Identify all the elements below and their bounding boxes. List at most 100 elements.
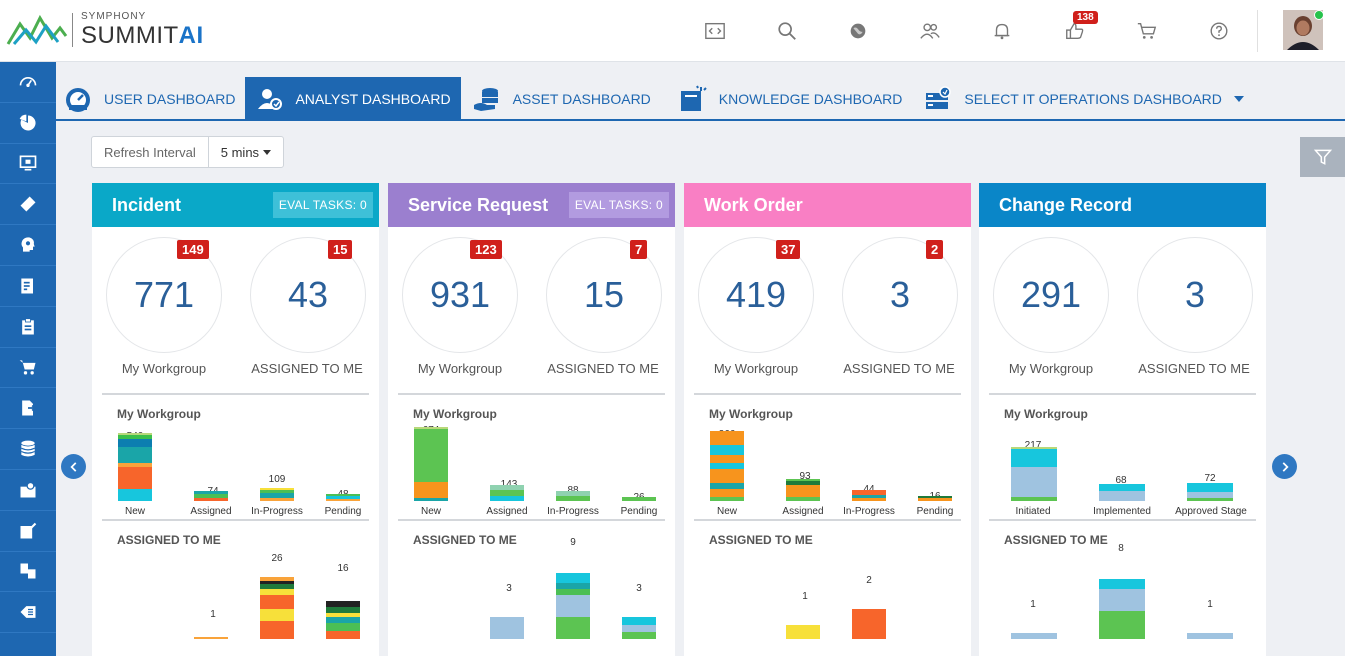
scroll-left-button[interactable] [61,454,86,479]
bell-icon[interactable] [989,18,1015,44]
chart-bar[interactable] [1099,579,1145,639]
chart-bar[interactable] [852,490,886,501]
sidebar-item-problem[interactable] [0,225,56,266]
dashboard-icon [19,76,37,87]
chart-bar[interactable] [194,637,228,639]
chart-bar[interactable] [326,601,360,639]
chart-bar[interactable] [556,491,590,501]
workgroup-count-circle[interactable]: 931 [402,237,518,353]
assigned-count-circle[interactable]: 3 [1137,237,1253,353]
assigned-bar-chart: 1 26 16 [102,549,369,639]
chart-bar[interactable] [786,625,820,639]
chart-bar[interactable] [1011,633,1057,639]
brand-logo[interactable]: SYMPHONY SUMMITAI [6,10,204,50]
tab-it-operations-dashboard[interactable]: SELECT IT OPERATIONS DASHBOARD [914,77,1254,120]
sidebar-item-dashboard[interactable] [0,62,56,103]
workgroup-count-circle[interactable]: 419 [698,237,814,353]
search-icon[interactable] [774,18,800,44]
assigned-count-circle[interactable]: 43 [250,237,366,353]
bar-value: 44 [844,484,894,495]
brand-main: SUMMITAI [81,22,204,49]
chart-bar[interactable] [1187,633,1233,639]
sidebar-item-monitor[interactable] [0,144,56,185]
card-header[interactable]: Change Record [979,183,1266,227]
chart-bar[interactable] [786,479,820,501]
sidebar-item-reports[interactable] [0,103,56,144]
tab-user-dashboard[interactable]: USER DASHBOARD [56,77,245,120]
workgroup-count-circle[interactable]: 291 [993,237,1109,353]
scroll-right-button[interactable] [1272,454,1297,479]
chart-bar[interactable] [852,609,886,639]
incident-card: Incident EVAL TASKS: 0 771 149 43 15 My … [92,183,379,656]
cart-icon[interactable] [1134,18,1160,44]
workgroup-badge: 123 [470,240,502,259]
chart-bar[interactable] [490,485,524,501]
bar-value: 1 [1207,599,1213,610]
thumbs-up-icon[interactable] [1062,18,1088,44]
chart-bar[interactable] [556,573,590,639]
chart-bar[interactable] [260,577,294,639]
chart-bar[interactable] [1187,483,1233,501]
speedometer-icon [66,87,90,112]
chart-bar[interactable] [622,617,656,639]
category-label: Implemented [1093,506,1151,517]
chart-bar[interactable] [260,488,294,501]
chart-bar[interactable] [194,491,228,501]
chart-bar[interactable] [326,494,360,501]
globe-icon[interactable] [845,18,871,44]
workgroup-count-circle[interactable]: 771 [106,237,222,353]
assigned-label: ASSIGNED TO ME [1138,361,1250,376]
sidebar-item-catalog[interactable] [0,348,56,389]
tab-asset-dashboard[interactable]: ASSET DASHBOARD [463,77,661,120]
workgroup-bar-chart: 540 74 109 48 New Ass [102,423,369,521]
asset-stack-icon [473,87,498,111]
database-icon [21,440,35,457]
chart-bar[interactable] [1011,447,1057,501]
assigned-count-circle[interactable]: 15 [546,237,662,353]
category-label: New [124,506,145,517]
refresh-interval-select[interactable]: 5 mins [209,137,283,167]
sidebar-item-tasks[interactable] [0,307,56,348]
filter-button[interactable] [1300,137,1345,177]
chart-bar[interactable] [918,496,952,501]
category-label: Assigned [486,506,528,517]
code-icon[interactable] [702,18,728,44]
chart-bar[interactable] [414,427,448,501]
tab-knowledge-dashboard[interactable]: KNOWLEDGE DASHBOARD [669,77,913,120]
sidebar-item-incident[interactable] [0,184,56,226]
card-header[interactable]: Work Order [684,183,971,227]
ticket-icon [20,196,36,212]
users-icon[interactable] [917,18,943,44]
sidebar-item-notes[interactable] [0,511,56,552]
sidebar-item-release[interactable] [0,388,56,430]
online-status-icon [1314,10,1324,20]
chart-bar[interactable] [622,497,656,501]
eval-tasks-badge[interactable]: EVAL TASKS: 0 [272,192,373,218]
sidebar-item-knowledge[interactable] [0,592,56,634]
card-header[interactable]: Incident EVAL TASKS: 0 [92,183,379,227]
logo-divider [72,13,73,47]
category-label: In-Progress [547,506,599,517]
assigned-count-circle[interactable]: 3 [842,237,958,353]
tab-label: SELECT IT OPERATIONS DASHBOARD [964,90,1222,107]
chart-bar[interactable] [490,617,524,639]
sidebar-item-transfer[interactable] [0,552,56,593]
bar-value: 217 [1024,440,1042,451]
tab-label: ASSET DASHBOARD [512,90,651,107]
card-header[interactable]: Service Request EVAL TASKS: 0 [388,183,675,227]
person-card-icon [20,481,36,498]
chart-bar[interactable] [710,431,744,501]
bar-value: 3 [636,583,642,594]
chart-bar[interactable] [118,433,152,501]
workgroup-section-title: My Workgroup [1004,407,1088,421]
assigned-section-title: ASSIGNED TO ME [413,533,517,547]
sidebar-item-change[interactable] [0,266,56,307]
eval-tasks-badge[interactable]: EVAL TASKS: 0 [568,192,669,218]
sidebar-item-cmdb[interactable] [0,429,56,470]
tab-analyst-dashboard[interactable]: ANALYST DASHBOARD [245,77,461,120]
sidebar-item-users[interactable] [0,470,56,511]
help-icon[interactable] [1206,18,1232,44]
chart-bar[interactable] [1099,484,1145,501]
bar-value: 93 [799,471,811,482]
assigned-bar-chart: 1 2 [694,549,961,639]
